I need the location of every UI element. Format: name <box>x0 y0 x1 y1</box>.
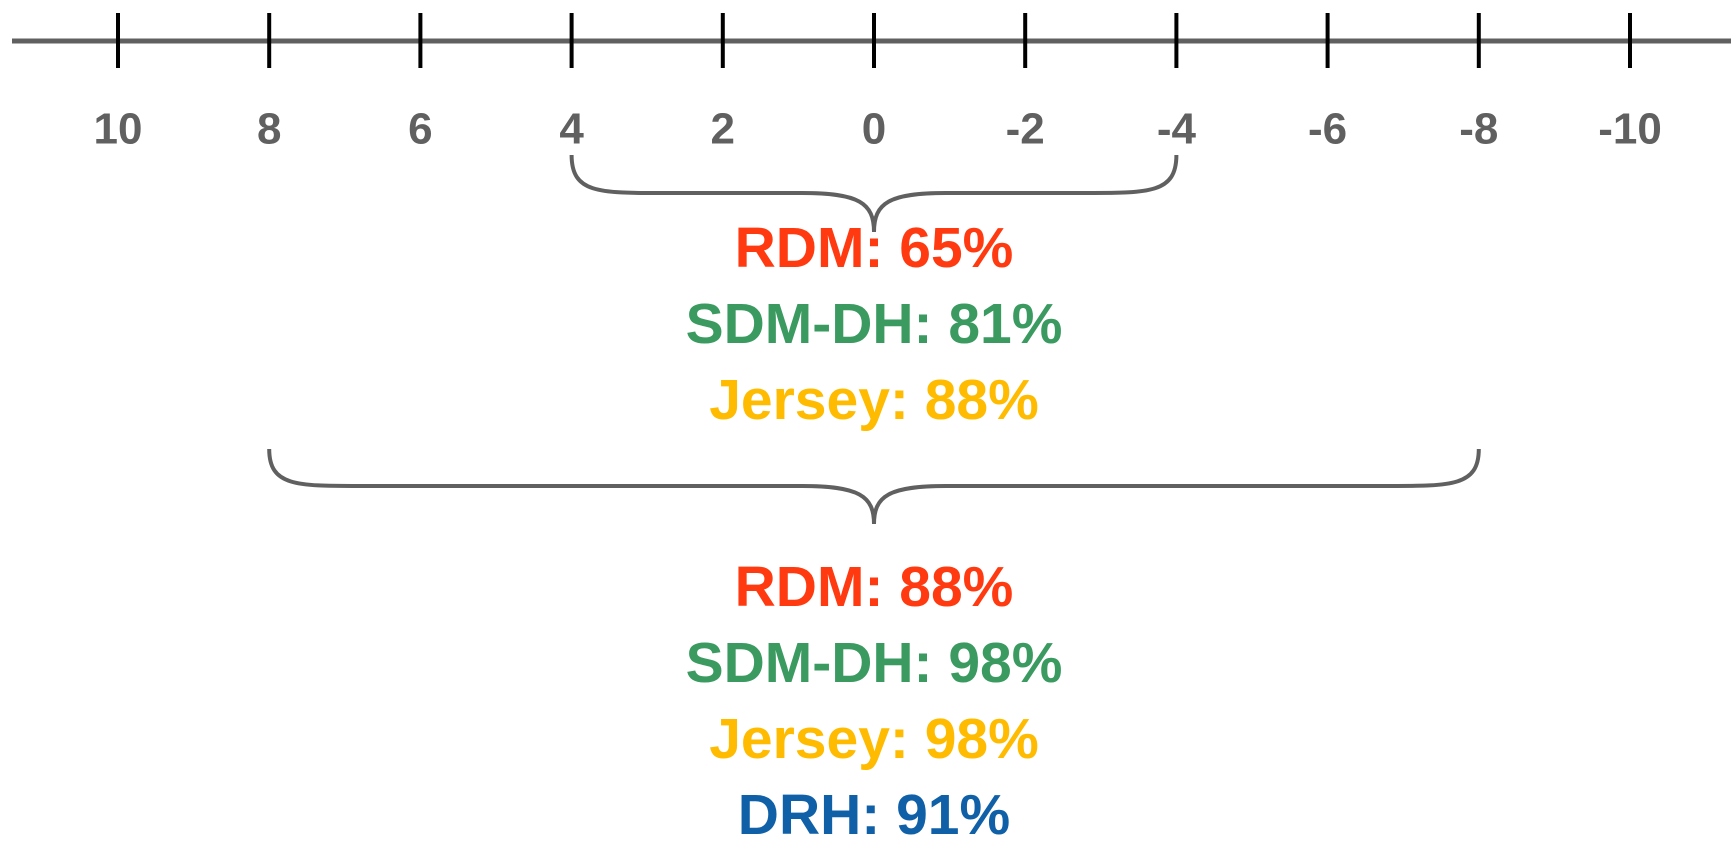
tick-label: -8 <box>1459 105 1498 154</box>
result-label: DRH: 91% <box>738 783 1010 845</box>
result-label: Jersey: 98% <box>709 707 1039 771</box>
tick-label: -4 <box>1157 105 1197 154</box>
tick-label: 8 <box>257 105 281 154</box>
tick-label: -10 <box>1598 105 1662 154</box>
brace <box>569 154 1179 233</box>
tick-label: 4 <box>559 105 584 154</box>
tick-label: 10 <box>94 105 143 154</box>
result-label: RDM: 88% <box>735 555 1014 619</box>
tick-label: 2 <box>711 105 735 154</box>
result-label: SDM-DH: 81% <box>686 292 1063 356</box>
brace <box>267 448 1481 525</box>
result-label: SDM-DH: 98% <box>686 631 1063 695</box>
tick-label: -6 <box>1308 105 1347 154</box>
result-label: Jersey: 88% <box>709 368 1039 432</box>
result-label: RDM: 65% <box>735 216 1014 280</box>
tick-label: -2 <box>1006 105 1045 154</box>
tick-label: 6 <box>408 105 432 154</box>
tick-label: 0 <box>862 105 886 154</box>
